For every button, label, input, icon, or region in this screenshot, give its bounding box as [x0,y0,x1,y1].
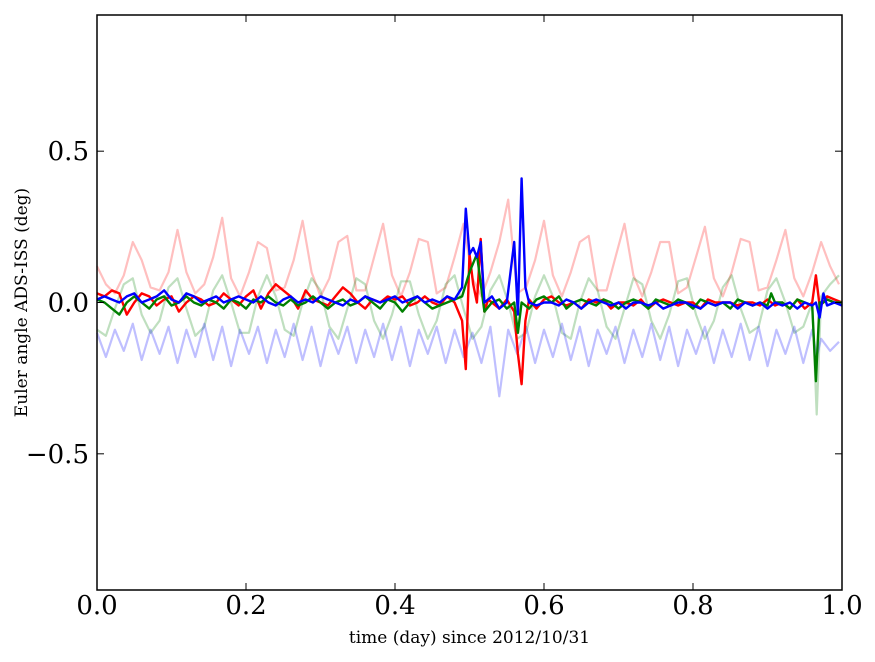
y-tick-label: 0.0 [48,289,89,319]
series-line-0 [96,198,840,298]
y-tick-label: −0.5 [26,440,89,470]
x-tick-label: 0.2 [225,591,266,621]
series-line-2 [95,322,840,398]
series-line-4 [96,252,842,383]
x-tick-label: 1.0 [821,591,862,621]
series-layer [95,177,843,416]
x-tick-label: 0.6 [523,591,564,621]
x-axis-title: time (day) since 2012/10/31 [349,628,590,648]
y-tick-label: 0.5 [48,137,89,167]
tick-layer: 0.0 0.2 0.4 0.6 0.8 1.0 −0.5 0.0 0.5 [26,15,863,621]
x-tick-label: 0.0 [76,591,117,621]
series-line-5 [96,177,843,319]
series-line-1 [96,274,840,416]
x-tick-label: 0.8 [672,591,713,621]
y-axis-title: Euler angle ADS-ISS (deg) [12,188,32,417]
x-tick-label: 0.4 [374,591,415,621]
